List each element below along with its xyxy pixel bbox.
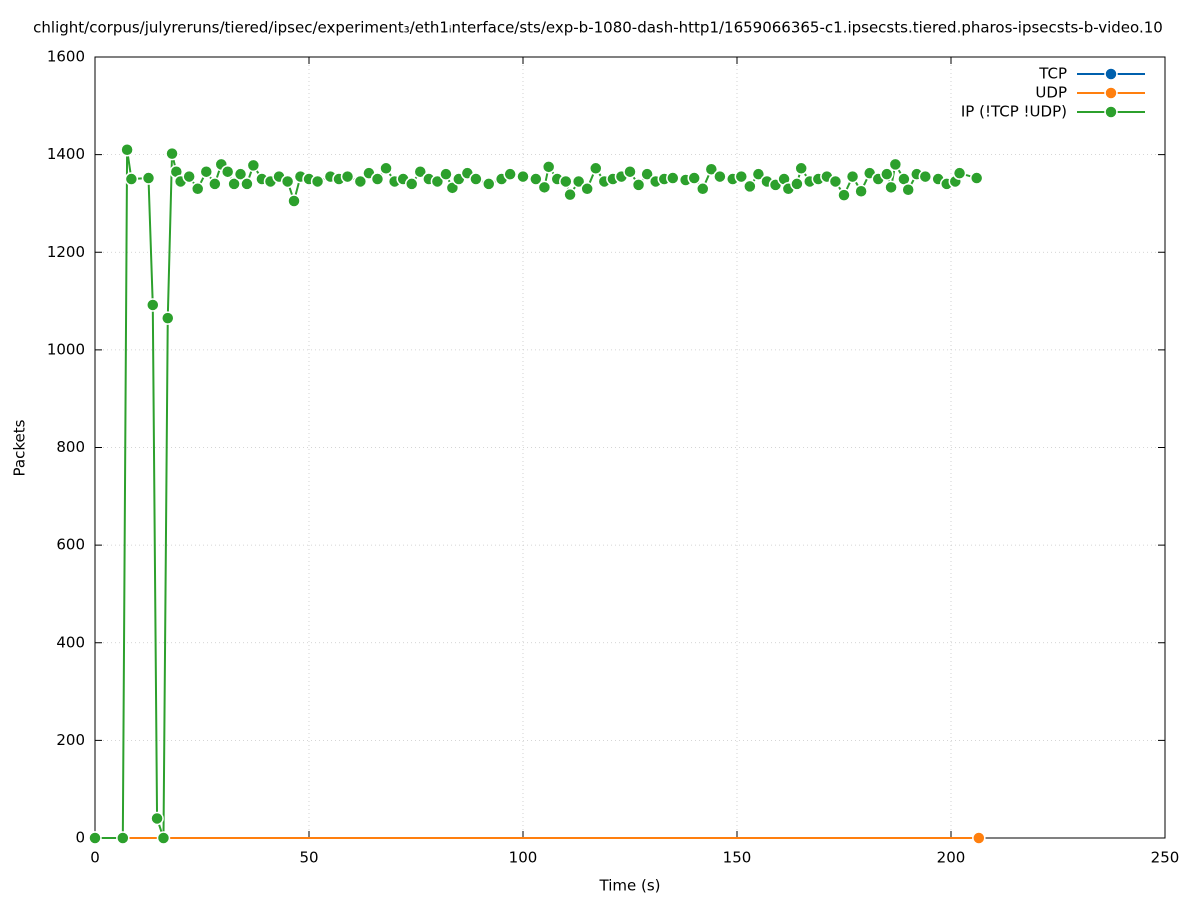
y-tick-label: 800	[56, 438, 85, 456]
data-point	[287, 194, 301, 208]
data-point	[696, 182, 710, 196]
data-point	[631, 178, 646, 192]
data-point	[141, 171, 156, 185]
data-point	[165, 146, 179, 161]
data-point	[88, 831, 102, 845]
data-point	[240, 177, 254, 191]
data-point	[837, 188, 851, 202]
data-point	[156, 831, 171, 845]
data-point	[580, 182, 594, 196]
data-point	[880, 167, 894, 181]
data-point	[208, 177, 222, 191]
data-point	[503, 167, 517, 181]
x-tick-label: 250	[1151, 849, 1180, 867]
data-point	[589, 161, 603, 176]
data-point	[901, 183, 915, 197]
y-tick-label: 0	[75, 829, 85, 847]
y-tick-label: 400	[56, 633, 85, 651]
data-point	[687, 171, 701, 185]
legend-label: TCP	[1038, 65, 1067, 83]
data-point	[541, 160, 556, 174]
data-point	[854, 184, 868, 198]
y-tick-label: 200	[56, 731, 85, 749]
x-tick-label: 100	[509, 849, 538, 867]
data-point	[340, 169, 355, 184]
data-point	[516, 169, 530, 184]
data-point	[704, 162, 719, 177]
data-point	[734, 169, 749, 184]
x-tick-label: 200	[937, 849, 966, 867]
data-point	[246, 158, 261, 173]
y-tick-label: 1200	[47, 243, 85, 261]
data-point	[404, 177, 419, 191]
data-point	[794, 161, 808, 176]
y-tick-label: 1400	[47, 145, 85, 163]
data-point	[969, 171, 984, 185]
data-point	[790, 177, 804, 191]
data-point	[482, 177, 496, 191]
data-point	[845, 169, 860, 184]
data-point	[640, 167, 654, 181]
data-point	[559, 174, 573, 189]
data-point	[571, 174, 586, 189]
x-axis-label: Time (s)	[599, 877, 661, 895]
y-axis-label: Packets	[11, 419, 29, 476]
legend-label: IP (!TCP !UDP)	[961, 103, 1067, 121]
legend-label: UDP	[1035, 84, 1067, 102]
data-point	[150, 811, 164, 826]
data-point	[116, 831, 130, 845]
data-point	[439, 167, 453, 181]
data-point	[828, 174, 843, 189]
x-tick-label: 150	[723, 849, 752, 867]
data-point	[124, 172, 139, 186]
data-point	[120, 142, 134, 157]
data-point	[469, 172, 483, 186]
x-tick-label: 50	[299, 849, 318, 867]
data-point	[713, 169, 727, 184]
data-point	[233, 167, 248, 181]
data-point	[161, 311, 175, 325]
data-point	[918, 169, 933, 184]
data-point	[666, 171, 680, 185]
y-tick-label: 600	[56, 536, 85, 554]
data-point	[430, 174, 445, 189]
data-point	[353, 174, 368, 189]
data-point	[227, 177, 241, 191]
data-point	[563, 187, 577, 202]
data-point	[379, 161, 393, 176]
data-point	[529, 172, 543, 186]
data-point	[220, 164, 235, 179]
x-tick-label: 0	[90, 849, 100, 867]
series-line	[95, 149, 977, 839]
legend-marker	[1104, 67, 1118, 81]
data-point	[623, 164, 637, 179]
data-point	[146, 298, 160, 312]
data-point	[199, 164, 214, 179]
data-point	[972, 831, 986, 845]
y-tick-label: 1600	[47, 48, 85, 66]
legend-marker	[1104, 105, 1118, 119]
data-point	[537, 180, 552, 195]
data-point	[280, 174, 295, 189]
data-point	[743, 179, 757, 194]
legend-marker	[1104, 86, 1118, 100]
data-point	[182, 169, 196, 184]
data-point	[413, 164, 428, 179]
data-point	[952, 166, 967, 180]
chart-title: chlight/corpus/julyreruns/tiered/ipsec/e…	[33, 19, 1163, 37]
data-point	[190, 182, 205, 196]
data-point	[370, 172, 385, 186]
data-point	[888, 157, 903, 172]
data-point	[310, 174, 325, 189]
data-point	[884, 180, 898, 195]
data-point	[751, 167, 766, 181]
y-tick-label: 1000	[47, 340, 85, 358]
